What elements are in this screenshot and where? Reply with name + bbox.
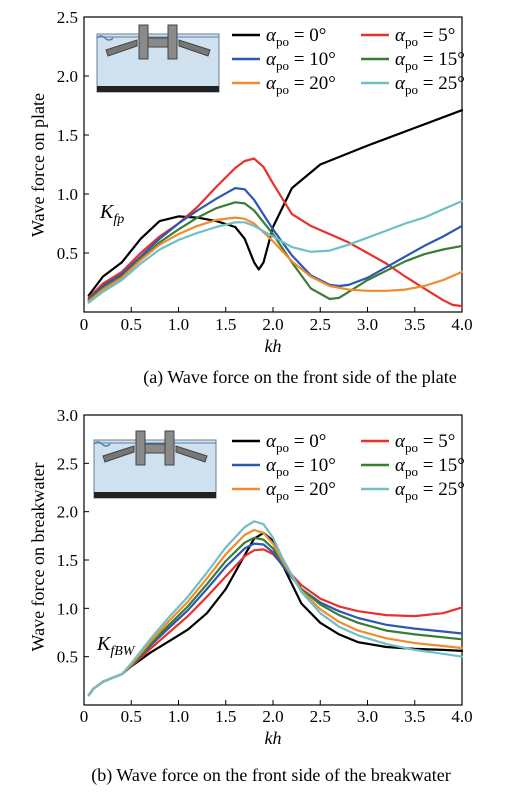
y-tick-label: 0.5 bbox=[57, 648, 78, 667]
series-line bbox=[87, 201, 464, 302]
annotation-label: KfBW bbox=[96, 633, 136, 659]
x-tick-label: 3.5 bbox=[404, 707, 425, 726]
x-tick-label: 1.5 bbox=[215, 707, 236, 726]
series-line bbox=[87, 542, 464, 697]
y-tick-label: 1.0 bbox=[57, 599, 78, 618]
inset-plate-left bbox=[105, 39, 138, 57]
legend-entry: αpo = 15° bbox=[395, 49, 465, 73]
x-tick-label: 3.5 bbox=[404, 315, 425, 334]
figure-caption: (a) Wave force on the front side of the … bbox=[143, 367, 457, 388]
y-tick-label: 1.5 bbox=[57, 126, 78, 145]
y-axis-label: Wave force on breakwater bbox=[28, 463, 48, 652]
x-tick-label: 2.0 bbox=[262, 315, 283, 334]
x-tick-label: 4.0 bbox=[451, 315, 472, 334]
x-tick-label: 0.5 bbox=[121, 707, 142, 726]
inset-pile-right bbox=[167, 24, 178, 60]
chart-panel-b: 0 0.5 1.0 1.5 2.0 2.5 3.0 3.5 4.0 0.5 1.0 1.5 2.0 2.5… bbox=[28, 406, 473, 786]
chart-panel-a: 0 0.5 1.0 1.5 2.0 2.5 3.0 3.5 4.0 0.5 1.0 1.5 2.0 2.5… bbox=[28, 8, 473, 388]
series-line bbox=[87, 109, 464, 297]
legend-entry: αpo = 10° bbox=[266, 49, 336, 73]
y-tick-label: 0.5 bbox=[57, 244, 78, 263]
series-line bbox=[87, 157, 464, 308]
legend-entry: αpo = 20° bbox=[266, 73, 336, 97]
annotation-label: Kfp bbox=[99, 201, 124, 227]
x-tick-label: 3.0 bbox=[357, 315, 378, 334]
y-tick-label: 1.0 bbox=[57, 185, 78, 204]
x-tick-label: 1.0 bbox=[168, 315, 189, 334]
inset-plate-right bbox=[175, 445, 208, 463]
x-tick-label: 2.5 bbox=[310, 315, 331, 334]
inset-pile-left bbox=[135, 430, 146, 466]
y-tick-label: 1.5 bbox=[57, 551, 78, 570]
x-tick-label: 3.0 bbox=[357, 707, 378, 726]
y-axis-label: Wave force on plate bbox=[28, 93, 48, 237]
x-tick-label: 2.0 bbox=[262, 707, 283, 726]
legend-entry: αpo = 0° bbox=[266, 431, 326, 455]
x-axis-label: kh bbox=[265, 336, 282, 356]
x-tick-label: 0 bbox=[80, 315, 89, 334]
inset-plate-right bbox=[178, 39, 211, 57]
y-tick-label: 2.5 bbox=[57, 454, 78, 473]
x-tick-label: 0 bbox=[80, 707, 89, 726]
x-tick-label: 1.5 bbox=[215, 315, 236, 334]
y-tick-label: 2.0 bbox=[57, 67, 78, 86]
inset-plate-left bbox=[102, 445, 135, 463]
inset-deck bbox=[144, 443, 166, 454]
inset-seabed bbox=[97, 86, 219, 92]
inset-wave bbox=[96, 35, 114, 41]
inset-deck bbox=[147, 37, 169, 48]
legend-entry: αpo = 25° bbox=[395, 479, 465, 503]
figure-caption: (b) Wave force on the front side of the … bbox=[91, 765, 451, 786]
x-tick-label: 2.5 bbox=[310, 707, 331, 726]
series-line bbox=[87, 200, 464, 304]
x-axis-label: kh bbox=[265, 728, 282, 748]
legend-entry: αpo = 15° bbox=[395, 455, 465, 479]
inset-wave bbox=[93, 441, 111, 447]
y-tick-label: 3.0 bbox=[57, 406, 78, 425]
legend-entry: αpo = 5° bbox=[395, 431, 455, 455]
legend-entry: αpo = 25° bbox=[395, 73, 465, 97]
series-line bbox=[87, 548, 464, 697]
inset-pile-right bbox=[164, 430, 175, 466]
y-tick-label: 2.0 bbox=[57, 503, 78, 522]
series-line bbox=[87, 520, 464, 697]
x-tick-label: 1.0 bbox=[168, 707, 189, 726]
legend-entry: αpo = 0° bbox=[266, 25, 326, 49]
inset-seabed bbox=[94, 492, 216, 498]
inset-pile-left bbox=[138, 24, 149, 60]
y-tick-label: 2.5 bbox=[57, 8, 78, 27]
x-tick-label: 0.5 bbox=[121, 315, 142, 334]
legend-entry: αpo = 20° bbox=[266, 479, 336, 503]
x-tick-label: 4.0 bbox=[451, 707, 472, 726]
legend-entry: αpo = 5° bbox=[395, 25, 455, 49]
series-line bbox=[87, 187, 464, 301]
legend-entry: αpo = 10° bbox=[266, 455, 336, 479]
